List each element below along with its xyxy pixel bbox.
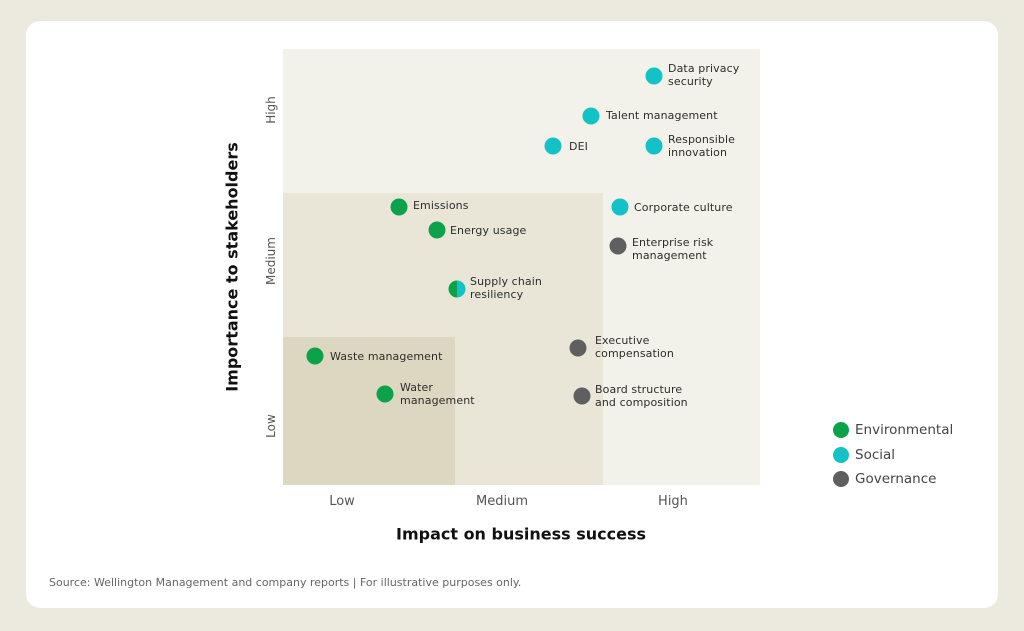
x-tick-medium: Medium <box>476 494 528 509</box>
plot-area <box>283 49 760 485</box>
x-tick-high: High <box>658 494 688 509</box>
y-axis-title: Importance to stakeholders <box>222 142 242 392</box>
label-waste-management: Waste management <box>330 350 443 363</box>
point-corporate-culture[interactable] <box>611 198 629 216</box>
point-enterprise-risk[interactable] <box>609 237 627 255</box>
point-dei[interactable] <box>544 137 562 155</box>
legend-item-social[interactable]: Social <box>833 443 953 468</box>
point-emissions[interactable] <box>390 198 408 216</box>
point-energy-usage[interactable] <box>428 221 446 239</box>
label-talent-management: Talent management <box>606 109 718 122</box>
governance-dot-icon <box>833 471 849 488</box>
point-talent-management[interactable] <box>582 107 600 125</box>
legend-label-social: Social <box>855 446 896 463</box>
point-executive-compensation[interactable] <box>569 339 587 357</box>
point-responsible-innovation[interactable] <box>645 137 663 155</box>
x-axis-title: Impact on business success <box>395 524 647 544</box>
y-tick-high: High <box>264 96 278 124</box>
legend-item-governance[interactable]: Governance <box>833 467 953 492</box>
legend: Environmental Social Governance <box>833 418 953 492</box>
label-board-structure: Board structure and composition <box>595 383 688 409</box>
label-responsible-innovation: Responsible innovation <box>668 133 736 159</box>
social-dot-icon <box>833 446 849 463</box>
label-enterprise-risk: Enterprise risk management <box>632 236 714 262</box>
legend-item-environmental[interactable]: Environmental <box>833 418 953 443</box>
legend-label-environmental: Environmental <box>855 422 954 439</box>
point-board-structure[interactable] <box>573 387 591 405</box>
y-tick-low: Low <box>264 414 278 438</box>
label-supply-chain: Supply chain resiliency <box>470 275 542 301</box>
environmental-dot-icon <box>833 422 849 439</box>
label-dei: DEI <box>569 140 588 153</box>
x-tick-low: Low <box>329 494 355 509</box>
label-emissions: Emissions <box>413 199 469 212</box>
source-note: Source: Wellington Management and compan… <box>49 576 522 589</box>
label-executive-compensation: Executive compensation <box>595 334 674 360</box>
point-supply-chain[interactable] <box>448 280 466 298</box>
point-water-management[interactable] <box>376 385 394 403</box>
label-data-privacy: Data privacy security <box>668 62 740 88</box>
point-data-privacy[interactable] <box>645 67 663 85</box>
label-energy-usage: Energy usage <box>450 224 527 237</box>
legend-label-governance: Governance <box>855 471 937 488</box>
point-waste-management[interactable] <box>306 347 324 365</box>
label-water-management: Water management <box>400 381 475 407</box>
y-tick-medium: Medium <box>264 237 278 285</box>
label-corporate-culture: Corporate culture <box>634 201 733 214</box>
